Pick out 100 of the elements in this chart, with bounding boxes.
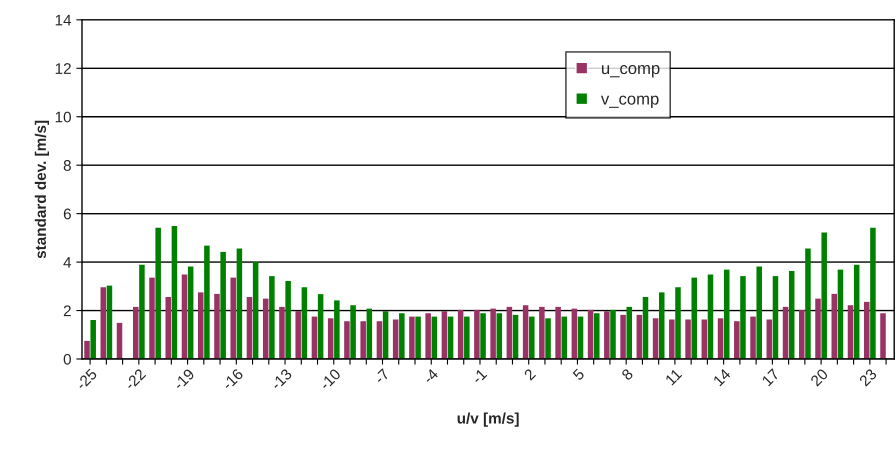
bar	[328, 318, 334, 359]
bar	[409, 316, 415, 359]
y-tick-label: 6	[64, 208, 71, 220]
bar	[529, 316, 535, 359]
bar	[399, 313, 405, 359]
bar	[620, 314, 626, 359]
bar	[821, 232, 827, 359]
bar	[512, 314, 518, 359]
bar	[675, 287, 681, 359]
y-tick-label: 12	[56, 63, 71, 74]
bar	[578, 316, 584, 359]
bar	[198, 292, 204, 359]
bar	[756, 266, 762, 359]
x-tick-label: 14	[712, 368, 732, 386]
x-tick-label: -10	[318, 368, 342, 390]
bar	[788, 271, 794, 359]
bar	[392, 320, 398, 359]
bar	[155, 228, 161, 359]
bar	[448, 316, 454, 359]
x-tick-label: -25	[75, 368, 98, 390]
bar	[172, 226, 178, 359]
bar	[740, 276, 746, 359]
bar	[702, 320, 708, 359]
bar	[425, 313, 431, 359]
bar	[870, 228, 876, 359]
x-tick-label: 5	[572, 368, 585, 381]
bar	[432, 316, 438, 359]
y-tick-label: 4	[63, 257, 72, 268]
bar	[149, 278, 155, 359]
bar	[572, 308, 578, 359]
bar	[685, 320, 691, 359]
bar	[474, 310, 480, 359]
bar	[539, 306, 545, 359]
bar	[458, 310, 464, 359]
bar	[496, 313, 502, 359]
bar	[815, 298, 821, 359]
bar	[848, 305, 854, 359]
bar	[766, 320, 772, 359]
bar	[139, 264, 145, 359]
y-tick-label: 14	[56, 14, 72, 26]
bar	[204, 246, 210, 359]
bar	[366, 308, 372, 359]
bar	[334, 300, 340, 359]
bar	[805, 248, 811, 359]
x-tick-label: 20	[810, 368, 829, 387]
bar	[350, 305, 356, 359]
bar	[880, 313, 886, 359]
x-tick-label: -16	[221, 368, 244, 390]
bar	[734, 321, 740, 359]
bar	[838, 270, 844, 359]
y-tick-label: 0	[64, 354, 71, 365]
bar	[864, 302, 870, 359]
bar	[636, 314, 642, 359]
bar	[376, 321, 382, 359]
x-tick-label: -1	[471, 368, 488, 384]
bar	[252, 262, 258, 359]
bar	[604, 312, 610, 359]
bar	[116, 322, 122, 359]
bar	[100, 287, 106, 359]
bar	[642, 296, 648, 359]
x-tick-label: 17	[762, 368, 780, 386]
bar	[626, 306, 632, 359]
y-tick-label: 10	[56, 112, 71, 122]
bar	[165, 296, 172, 359]
bar	[658, 292, 665, 359]
y-tick-label: 2	[64, 305, 71, 316]
bar	[279, 306, 285, 359]
bar	[506, 306, 512, 359]
bar	[360, 321, 366, 359]
bar	[799, 310, 805, 359]
bar	[724, 270, 730, 359]
x-tick-label: -19	[172, 368, 195, 390]
bar	[555, 306, 561, 359]
bar	[382, 312, 388, 359]
bar	[718, 318, 724, 359]
bar	[782, 306, 788, 359]
bar	[132, 306, 139, 359]
x-tick-label: 8	[620, 368, 634, 381]
bar	[269, 276, 275, 359]
x-tick-label: -4	[422, 368, 439, 384]
bar	[464, 316, 470, 359]
bar	[230, 278, 236, 359]
bar	[344, 321, 350, 359]
bar	[318, 294, 324, 359]
bar	[772, 276, 778, 359]
x-tick-label: 23	[858, 368, 878, 387]
x-tick-label: 2	[524, 368, 536, 381]
x-axis-title: u/v [m/s]	[458, 412, 519, 427]
bar	[442, 312, 448, 359]
bar	[246, 296, 252, 359]
bar	[594, 313, 600, 359]
bar	[84, 340, 90, 359]
y-tick-label: 8	[64, 160, 71, 171]
bar	[652, 318, 658, 359]
bar	[188, 266, 194, 359]
y-axis-title: standard dev. [m/s]	[34, 120, 50, 258]
legend-label: v_comp	[600, 96, 659, 108]
bar	[182, 274, 188, 359]
bar	[220, 252, 226, 359]
bar	[610, 310, 616, 359]
